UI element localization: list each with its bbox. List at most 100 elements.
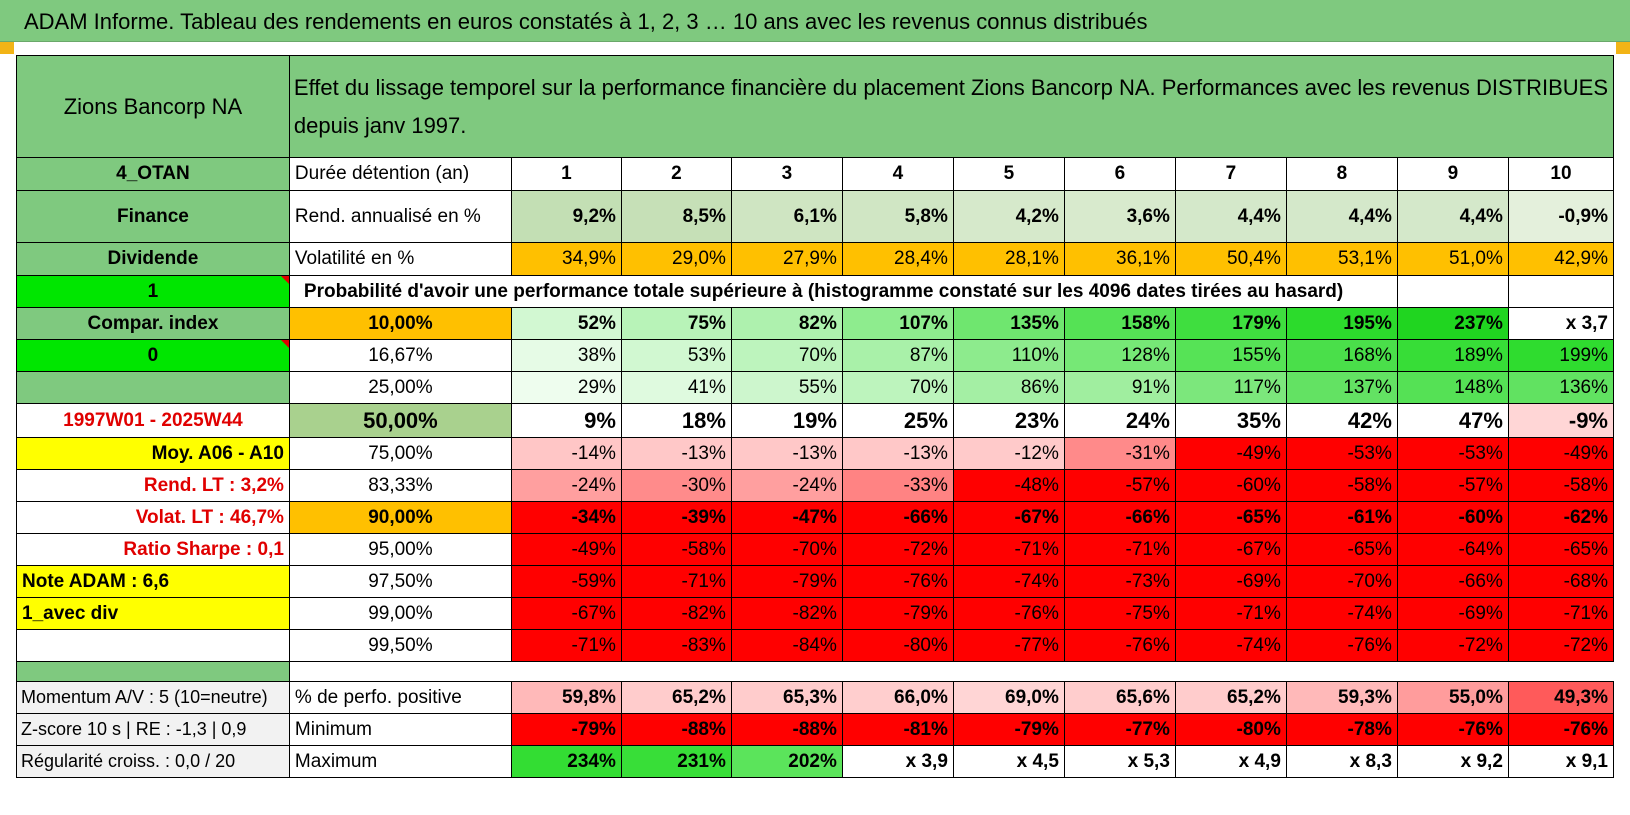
quantile-label: 25,00% — [288, 371, 512, 404]
quantile-value: -67% — [952, 501, 1065, 534]
quantile-value: -71% — [1507, 597, 1615, 630]
year-header: 10 — [1507, 157, 1615, 191]
table-row: 4_OTAN Durée détention (an) 1 2 3 4 5 6 7 8 9 10 — [16, 157, 1615, 191]
footer-value: 66,0% — [841, 681, 954, 714]
quantile-value: -69% — [1396, 597, 1509, 630]
table-row: Régularité croiss. : 0,0 / 20 Maximum 234%… — [16, 745, 1615, 778]
footer-value: -81% — [841, 713, 954, 746]
quantile-value: -71% — [510, 629, 622, 662]
quantile-value: 110% — [952, 339, 1065, 372]
quantile-value: -13% — [620, 437, 732, 470]
quantile-value: 107% — [841, 307, 954, 340]
quantile-value: 23% — [952, 403, 1065, 438]
quantile-label: 99,50% — [288, 629, 512, 662]
footer-value: 69,0% — [952, 681, 1065, 714]
quantile-label: 50,00% — [288, 403, 512, 438]
year-header: 2 — [620, 157, 732, 191]
footer-value: x 9,2 — [1396, 745, 1509, 778]
quantile-value: -69% — [1174, 565, 1287, 598]
quantile-value: -72% — [841, 533, 954, 566]
quantile-label: 99,00% — [288, 597, 512, 630]
quantile-value: 195% — [1285, 307, 1398, 340]
quantile-value: -76% — [841, 565, 954, 598]
quantile-value: 53% — [620, 339, 732, 372]
quantile-value: -76% — [952, 597, 1065, 630]
vol-value: 28,1% — [952, 242, 1065, 276]
footer-value: -76% — [1396, 713, 1509, 746]
footer-row-label: Maximum — [288, 745, 512, 778]
stock-name: Zions Bancorp NA — [16, 55, 290, 158]
vol-value: 53,1% — [1285, 242, 1398, 276]
footer-row-label: % de perfo. positive — [288, 681, 512, 714]
spacer-green — [16, 661, 290, 682]
quantile-value: 29% — [510, 371, 622, 404]
quantile-value: 41% — [620, 371, 732, 404]
sector-label: Finance — [16, 190, 290, 243]
quantile-value: -74% — [952, 565, 1065, 598]
title-bar: ADAM Informe. Tableau des rendements en … — [0, 0, 1630, 42]
footer-value: -76% — [1507, 713, 1615, 746]
quantile-value: -49% — [1174, 437, 1287, 470]
returns-table: Zions Bancorp NA Effet du lissage tempore… — [16, 55, 1615, 778]
footer-left-label: Momentum A/V : 5 (10=neutre) — [16, 681, 290, 714]
footer-value: 65,2% — [620, 681, 732, 714]
quantile-value: -72% — [1396, 629, 1509, 662]
quantile-value: 87% — [841, 339, 954, 372]
vol-value: 50,4% — [1174, 242, 1287, 276]
footer-value: -79% — [510, 713, 622, 746]
quantile-value: -24% — [730, 469, 843, 502]
footer-value: -78% — [1285, 713, 1398, 746]
quantile-value: 91% — [1063, 371, 1176, 404]
quantile-value: -76% — [1285, 629, 1398, 662]
corner-marker-right — [1616, 42, 1630, 54]
year-header: 3 — [730, 157, 843, 191]
footer-value: x 4,9 — [1174, 745, 1287, 778]
quantile-value: -31% — [1063, 437, 1176, 470]
quantile-value: 137% — [1285, 371, 1398, 404]
year-header: 8 — [1285, 157, 1398, 191]
year-header: 5 — [952, 157, 1065, 191]
quantile-value: 136% — [1507, 371, 1615, 404]
empty-cell — [1507, 275, 1615, 308]
vol-value: 34,9% — [510, 242, 622, 276]
rend-value: 4,4% — [1174, 190, 1287, 243]
sharpe-label: Ratio Sharpe : 0,1 — [16, 533, 290, 566]
quantile-value: 70% — [730, 339, 843, 372]
quantile-value: -14% — [510, 437, 622, 470]
rend-label: Rend. annualisé en % — [288, 190, 512, 243]
quantile-value: -77% — [952, 629, 1065, 662]
quantile-value: -60% — [1396, 501, 1509, 534]
quantile-value: -39% — [620, 501, 732, 534]
table-row: Momentum A/V : 5 (10=neutre)% de perfo. … — [16, 681, 1615, 714]
quantile-value: 25% — [841, 403, 954, 438]
table-row: 1_avec div 99,00% -67% -82% -82% -79% -76% -75%… — [16, 597, 1615, 630]
quantile-value: 24% — [1063, 403, 1176, 438]
vol-value: 51,0% — [1396, 242, 1509, 276]
quantile-value: -58% — [1285, 469, 1398, 502]
footer-value: 55,0% — [1396, 681, 1509, 714]
quantile-value: -82% — [620, 597, 732, 630]
vol-value: 36,1% — [1063, 242, 1176, 276]
quantile-value: -74% — [1285, 597, 1398, 630]
quantile-value: -66% — [841, 501, 954, 534]
quantile-value: -71% — [1174, 597, 1287, 630]
quantile-value: -72% — [1507, 629, 1615, 662]
report-title: ADAM Informe. Tableau des rendements en … — [24, 9, 1148, 34]
vol-value: 42,9% — [1507, 242, 1615, 276]
quantile-value: -30% — [620, 469, 732, 502]
year-header: 7 — [1174, 157, 1287, 191]
quantile-value: -62% — [1507, 501, 1615, 534]
quantile-value: 9% — [510, 403, 622, 438]
footer-value: x 4,5 — [952, 745, 1065, 778]
table-row: 1997W01 - 2025W44 50,00% 9% 18% 19% 25% 23% 24%… — [16, 403, 1615, 438]
quantile-value: 82% — [730, 307, 843, 340]
quantile-value: -13% — [841, 437, 954, 470]
quantile-value: 148% — [1396, 371, 1509, 404]
table-row: Compar. index 10,00% 52% 75% 82% 107% 135% 158%… — [16, 307, 1615, 340]
table-row: Moy. A06 - A10 75,00% -14% -13% -13% -13% -12%… — [16, 437, 1615, 470]
quantile-value: -71% — [1063, 533, 1176, 566]
quantile-value: 47% — [1396, 403, 1509, 438]
type-label: Dividende — [16, 242, 290, 276]
quantile-label: 83,33% — [288, 469, 512, 502]
quantile-value: 189% — [1396, 339, 1509, 372]
